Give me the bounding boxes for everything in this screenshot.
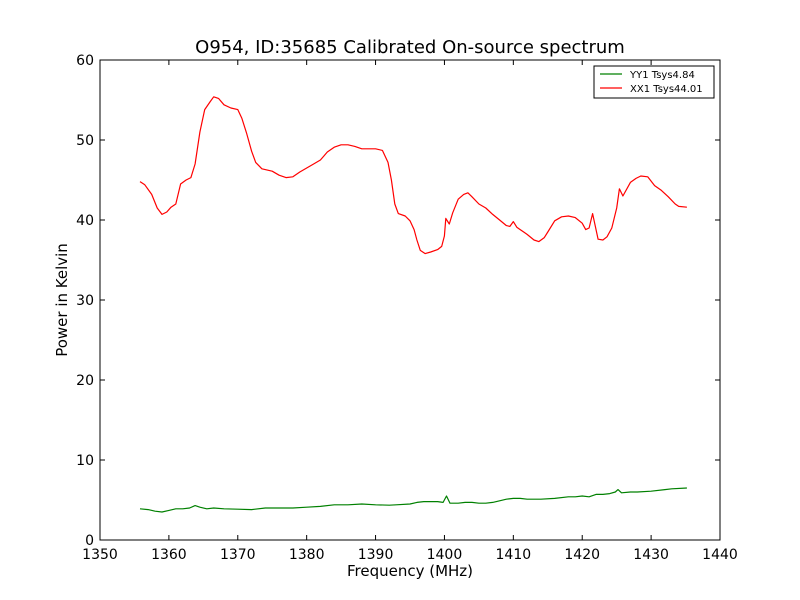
- y-tick-label: 50: [76, 133, 94, 149]
- series-line-xx1: [139, 96, 687, 255]
- y-tick-label: 20: [76, 373, 94, 389]
- x-tick-label: 1440: [702, 547, 738, 563]
- legend: YY1 Tsys4.84 XX1 Tsys44.01: [593, 65, 715, 99]
- plot-area: 1350 1360 1370 1380 1390 1400 1410 1420 1430 1440…: [76, 53, 738, 563]
- y-tick-label: 30: [76, 293, 94, 309]
- x-tick-label: 1390: [358, 547, 394, 563]
- y-tick-label: 0: [85, 533, 94, 549]
- x-tick-label: 1350: [82, 547, 118, 563]
- x-tick-label: 1370: [220, 547, 256, 563]
- series-line-yy1: [139, 487, 687, 513]
- y-tick-label: 10: [76, 453, 94, 469]
- legend-box: [593, 65, 715, 99]
- x-tick-label: 1360: [151, 547, 187, 563]
- x-tick-label: 1400: [427, 547, 463, 563]
- chart-title: O954, ID:35685 Calibrated On-source spec…: [195, 37, 625, 58]
- x-tick-label: 1430: [633, 547, 669, 563]
- legend-label-xx1: XX1 Tsys44.01: [630, 84, 703, 95]
- y-axis-title: Power in Kelvin: [53, 243, 71, 357]
- x-tick-label: 1420: [564, 547, 600, 563]
- x-tick-label: 1380: [289, 547, 325, 563]
- y-tick-label: 40: [76, 213, 94, 229]
- y-tick-label: 60: [76, 53, 94, 69]
- legend-label-yy1: YY1 Tsys4.84: [629, 70, 695, 81]
- x-axis-title: Frequency (MHz): [347, 562, 473, 580]
- x-tick-label: 1410: [496, 547, 532, 563]
